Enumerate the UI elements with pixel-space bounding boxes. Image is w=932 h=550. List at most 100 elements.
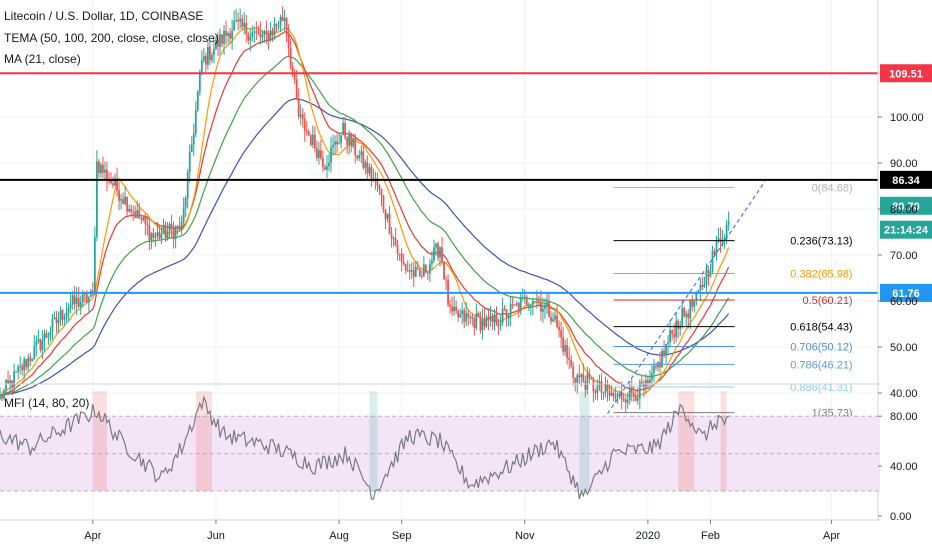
candle-body: [473, 318, 476, 328]
candle-body: [616, 392, 619, 397]
candle-body: [144, 217, 147, 225]
trendline: [607, 181, 766, 414]
candle-body: [0, 394, 1, 400]
candle-body: [622, 399, 625, 401]
candle-body: [354, 138, 357, 156]
tema-legend: TEMA (50, 100, 200, close, close, close): [4, 31, 219, 45]
candle-body: [426, 272, 429, 274]
candle-body: [241, 18, 244, 27]
candle-body: [564, 344, 567, 352]
candle-body: [713, 251, 716, 254]
candle-body: [709, 271, 712, 277]
candle-body: [301, 114, 304, 119]
candle-body: [606, 384, 609, 391]
candle-body: [231, 30, 234, 39]
candle-body: [317, 150, 320, 158]
candle-body: [368, 167, 371, 174]
price-badge: [880, 170, 932, 189]
candle-body: [259, 32, 262, 38]
candle-body: [495, 314, 498, 326]
candle-body: [211, 55, 213, 61]
candle-body: [97, 161, 100, 174]
candle-body: [108, 180, 110, 182]
candle-body: [493, 314, 496, 323]
candle-body: [412, 270, 415, 277]
candle-body: [150, 232, 153, 241]
candle-body: [568, 357, 571, 361]
candle-body: [546, 301, 548, 306]
candle-body: [65, 311, 68, 318]
candle-body: [53, 317, 56, 320]
candle-body: [685, 313, 688, 317]
candle-body: [703, 284, 706, 287]
candle-body: [485, 317, 488, 327]
candle-body: [340, 134, 343, 144]
x-tick-label: Apr: [823, 530, 840, 542]
x-tick-label: 2020: [636, 530, 660, 542]
candle-body: [219, 34, 221, 47]
candle-body: [689, 300, 692, 319]
candle-body: [542, 308, 544, 312]
candle-body: [572, 366, 575, 378]
candle-body: [620, 391, 623, 400]
candle-body: [509, 304, 512, 316]
candle-body: [51, 319, 54, 332]
candle-body: [590, 378, 593, 380]
candle-body: [655, 365, 657, 368]
fib-level-label: 0.786(46.21): [790, 359, 852, 371]
candle-body: [7, 380, 9, 384]
candle-body: [311, 134, 314, 145]
candle-body: [106, 169, 108, 181]
candle-body: [435, 243, 437, 248]
candle-body: [410, 270, 413, 272]
candle-body: [582, 374, 585, 382]
candle-body: [330, 147, 332, 163]
candles-group: [0, 6, 730, 413]
candle-body: [443, 261, 445, 280]
candle-body: [638, 381, 641, 399]
candle-body: [3, 389, 5, 399]
candle-body: [342, 122, 345, 135]
candle-body: [237, 19, 240, 22]
candle-body: [120, 199, 123, 201]
candle-body: [636, 398, 639, 401]
candle-body: [451, 306, 454, 312]
candle-body: [198, 71, 201, 92]
candle-body: [15, 371, 18, 373]
candle-body: [1, 394, 3, 399]
candle-body: [174, 226, 177, 239]
candle-body: [81, 293, 84, 303]
candle-body: [701, 285, 704, 287]
candle-body: [178, 225, 181, 230]
candle-body: [140, 218, 143, 221]
candle-body: [154, 235, 157, 238]
candle-body: [489, 315, 492, 320]
candle-body: [243, 22, 246, 27]
candle-body: [180, 221, 183, 230]
candle-body: [400, 254, 403, 262]
candle-body: [483, 319, 486, 327]
candle-body: [548, 301, 550, 317]
candle-body: [73, 295, 76, 304]
tema-100-line: [0, 55, 730, 396]
price-badge-label: 80.70: [892, 201, 920, 213]
candle-body: [192, 133, 195, 145]
candle-body: [465, 313, 468, 322]
candle-body: [166, 231, 169, 239]
candle-body: [433, 247, 435, 261]
candle-body: [624, 399, 627, 403]
candle-body: [91, 290, 94, 293]
candle-body: [273, 24, 276, 35]
candle-body: [55, 317, 58, 324]
candle-body: [586, 373, 589, 390]
candle-body: [527, 305, 530, 307]
candle-body: [324, 166, 326, 170]
candle-body: [463, 310, 466, 322]
candle-body: [628, 386, 631, 401]
candle-body: [667, 342, 669, 344]
candle-body: [610, 393, 613, 396]
candle-body: [537, 300, 540, 303]
candle-body: [418, 268, 421, 276]
candle-body: [416, 266, 419, 269]
